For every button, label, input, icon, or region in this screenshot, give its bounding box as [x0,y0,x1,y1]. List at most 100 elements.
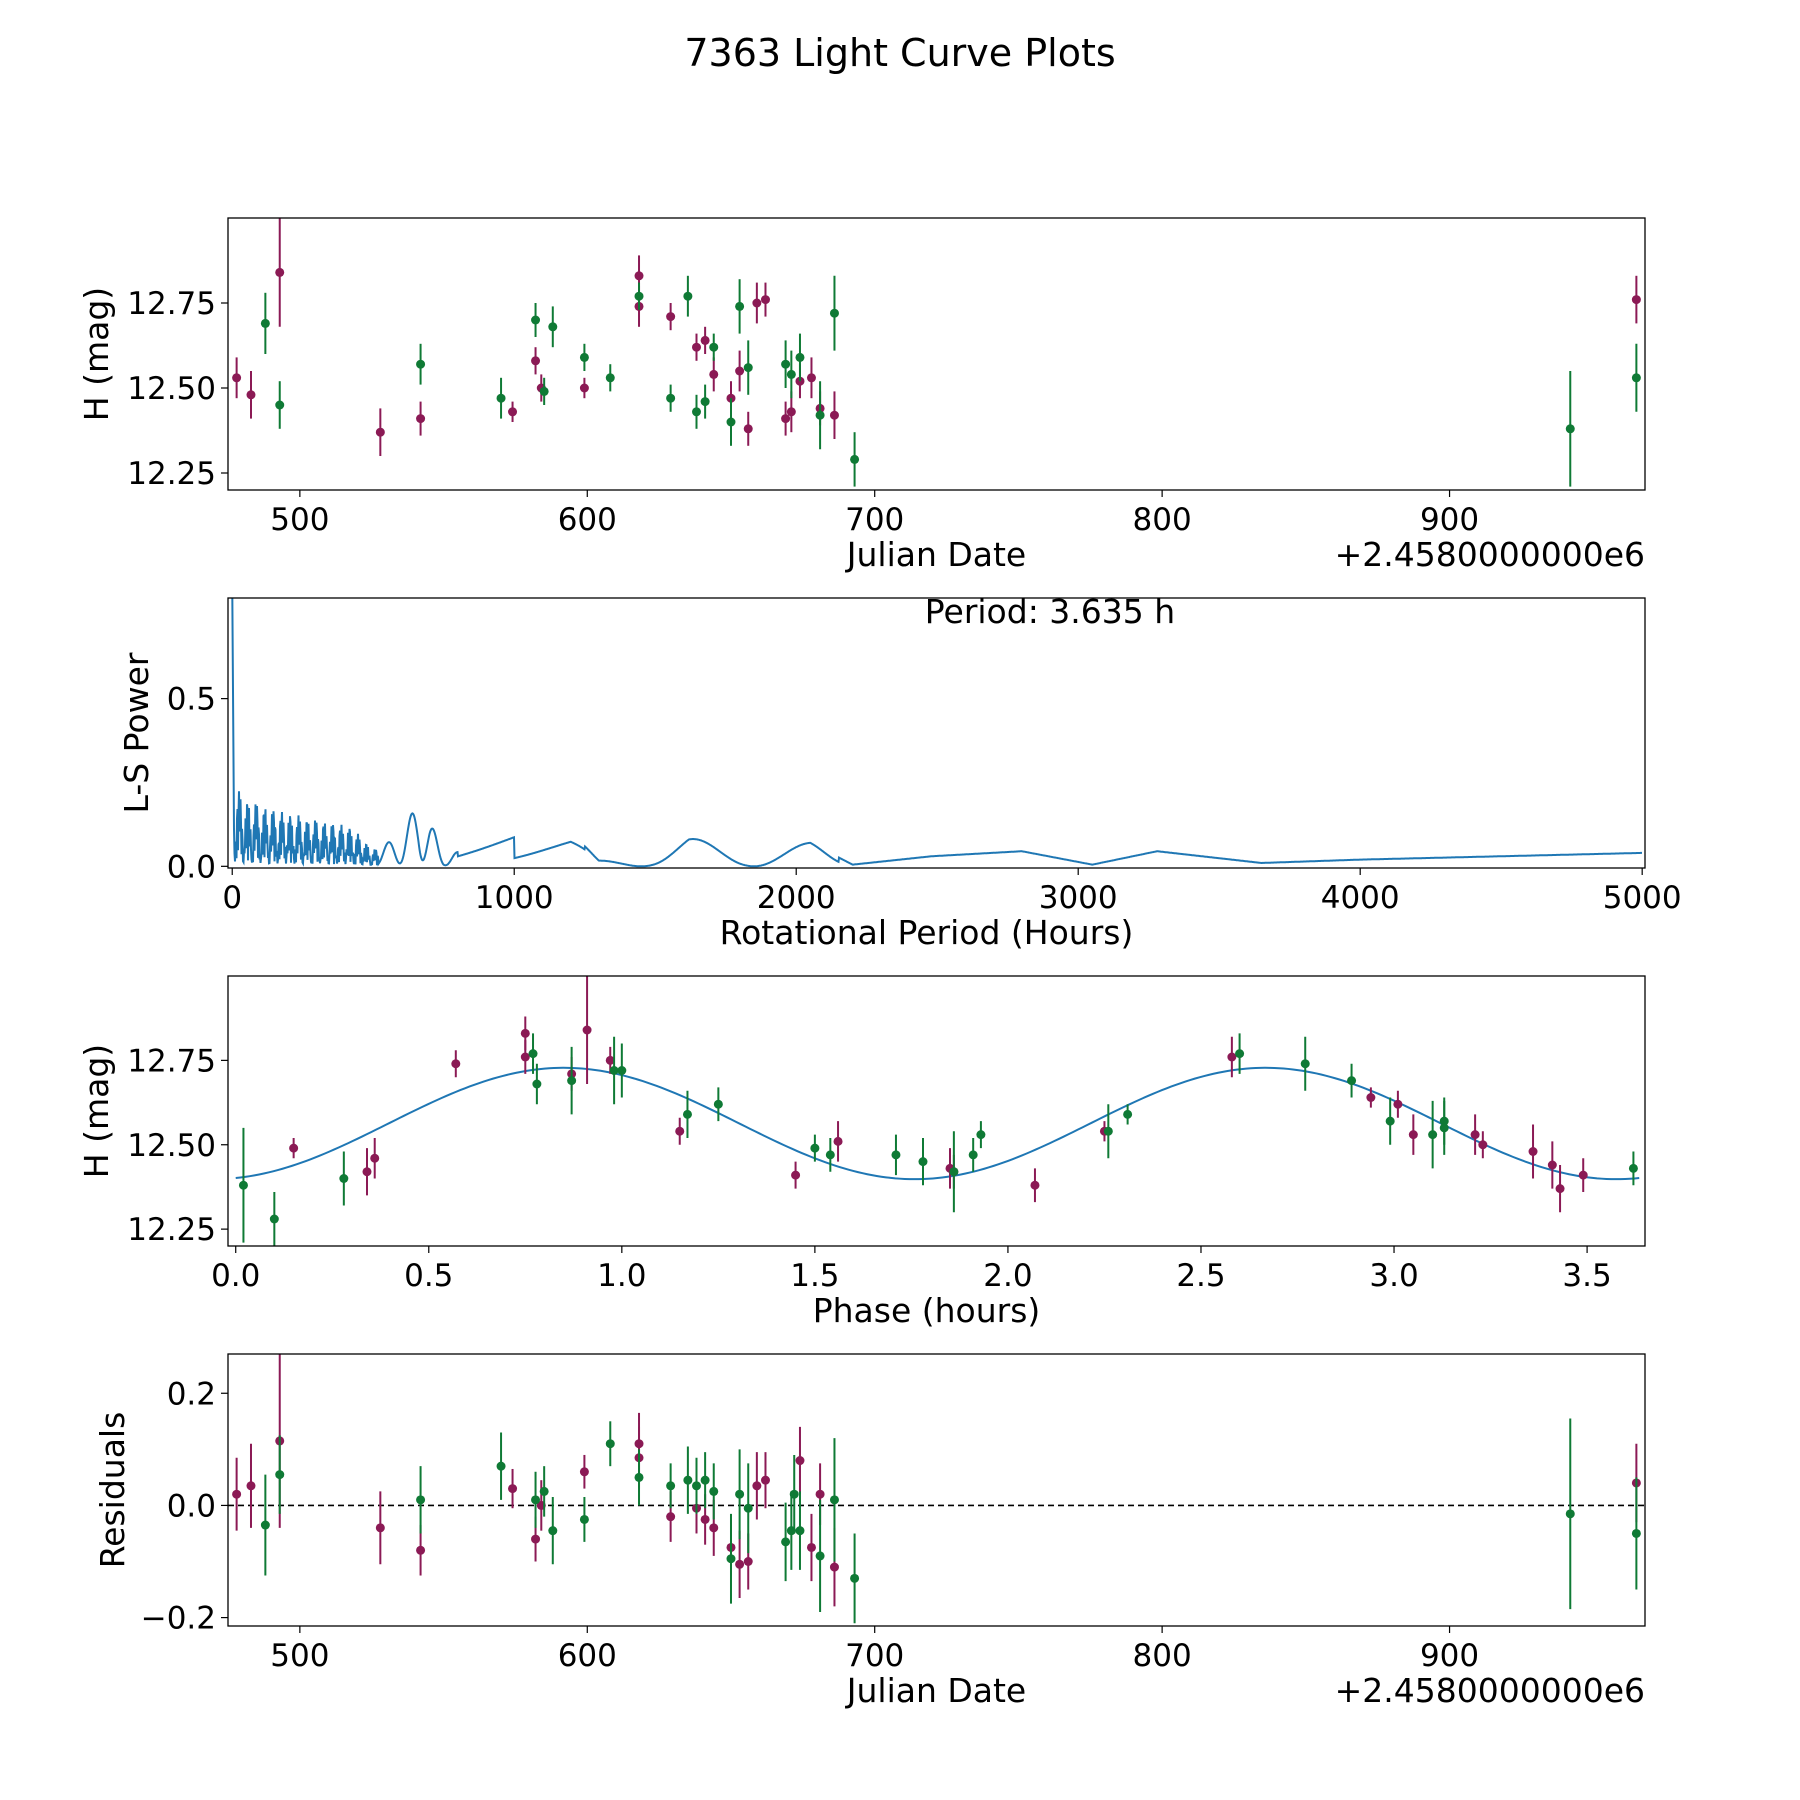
data-point-r [752,298,762,308]
data-point-r [246,390,256,400]
data-point-r [675,1126,685,1136]
y-tick-label: 12.25 [127,1212,216,1248]
data-point-r [1408,1130,1418,1140]
data-point-r [289,1143,299,1153]
y-tick-label: 0.0 [167,1488,216,1524]
data-point-g [609,1066,619,1075]
data-point-g [976,1130,986,1140]
data-point-r [362,1167,372,1177]
x-tick-label: 900 [1420,502,1479,538]
data-point-r [735,366,745,376]
data-point-g [692,1481,702,1491]
data-point-r [520,1052,530,1062]
x-tick-label: 1.0 [597,1258,646,1294]
x-axis-label: Phase (hours) [813,1291,1041,1330]
data-point-g [260,318,270,328]
data-point-r [508,407,518,417]
x-tick-label: 2.0 [983,1258,1032,1294]
x-tick-label: 0.5 [404,1258,453,1294]
data-point-r [786,407,796,417]
data-point-g [269,1214,279,1224]
data-point-g [548,322,558,332]
data-point-r [795,1456,805,1466]
x-tick-label: 900 [1420,1638,1479,1674]
data-point-r [666,312,676,322]
data-point-r [520,1028,530,1038]
data-point-g [735,1489,745,1499]
data-point-g [605,373,615,383]
data-point-g [1123,1109,1133,1119]
data-point-g [795,1526,805,1536]
data-point-g [528,1049,538,1059]
data-point-g [260,1520,270,1530]
data-point-r [752,1481,762,1491]
data-point-g [735,301,745,311]
x-tick-label: 700 [845,502,904,538]
data-point-g [666,393,676,403]
data-point-g [416,359,426,369]
data-point-g [275,400,285,410]
data-point-r [451,1059,461,1069]
axes-frame [227,1353,1646,1627]
data-point-r [634,271,644,281]
data-point-r [833,1136,843,1146]
data-point-g [850,454,860,464]
data-point-r [1366,1093,1376,1102]
data-point-r [743,1557,753,1567]
x-axis-label: Rotational Period (Hours) [720,913,1134,952]
data-point-g [617,1066,627,1075]
data-point-g [682,1109,692,1119]
data-point-r [806,373,816,383]
data-point-g [815,410,825,420]
data-point-g [539,386,549,396]
data-point-g [339,1174,349,1183]
data-point-r [700,1514,710,1524]
data-point-r [1227,1052,1237,1062]
data-point-r [760,1475,770,1485]
data-point-g [531,1495,541,1505]
periodogram-data [231,598,1642,868]
x-tick-label: 2000 [757,880,836,916]
data-point-g [1631,1528,1641,1538]
data-point-g [683,1475,693,1485]
data-point-g [829,1495,839,1505]
data-point-r [735,1559,745,1569]
data-point-g [1628,1163,1638,1173]
data-point-g [1300,1059,1310,1069]
data-point-g [579,352,589,362]
data-point-g [850,1573,860,1583]
data-point-g [743,1503,753,1513]
data-point-g [1235,1049,1245,1059]
data-point-g [238,1180,248,1190]
data-point-g [1565,424,1575,434]
data-point-g [786,369,796,379]
y-axis-label: L-S Power [117,652,156,813]
data-point-r [416,414,426,424]
x-tick-label: 800 [1133,1638,1192,1674]
data-point-g [1565,1509,1575,1519]
data-point-g [743,363,753,373]
data-point-g [1439,1123,1449,1133]
x-offset-label: +2.4580000000e6 [1335,535,1645,574]
data-point-r [806,1542,816,1552]
data-point-g [918,1157,928,1167]
x-tick-label: 4000 [1321,880,1400,916]
x-axis-label: Julian Date [845,535,1027,574]
data-point-r [508,1484,518,1494]
model-curve [235,1066,1640,1181]
data-point-r [531,356,541,366]
data-point-g [700,1475,710,1485]
data-point-g [709,342,719,352]
data-point-r [692,342,702,352]
data-point-g [692,407,702,417]
panel-phase-folded: 0.0 0.5 1.0 1.5 2.0 2.5 3.0 3.5 12.25 12.50 12.75 P… [77,975,1646,1330]
data-point-g [709,1486,719,1496]
y-tick-label: −0.2 [141,1601,216,1637]
y-tick-label: 12.25 [127,456,216,492]
x-tick-label: 500 [270,1638,329,1674]
data-point-r [666,1512,676,1522]
data-point-r [743,424,753,434]
data-point-r [232,1489,242,1499]
x-tick-label: 600 [558,502,617,538]
